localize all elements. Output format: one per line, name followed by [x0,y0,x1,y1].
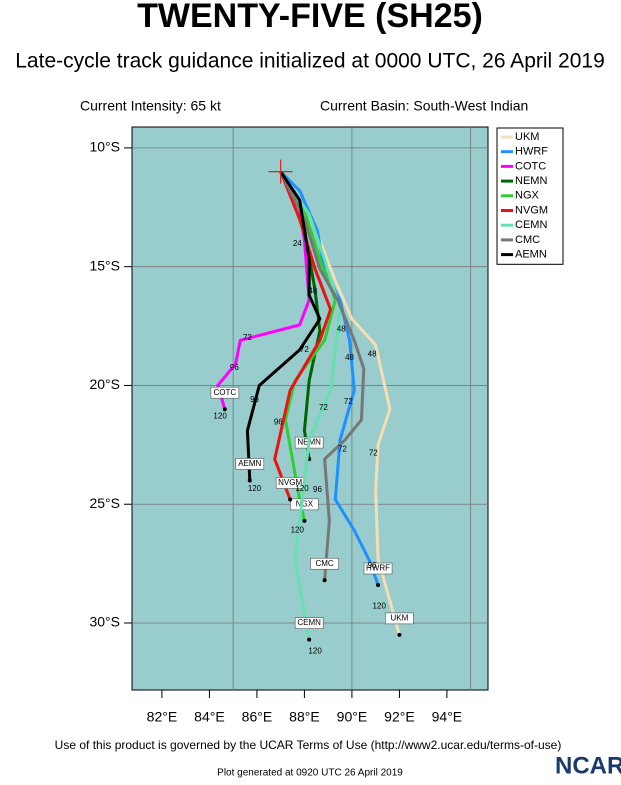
y-tick-label: 25°S [89,495,120,511]
generated: Plot generated at 0920 UTC 26 April 2019 [217,768,403,779]
track-label-box [235,458,265,470]
legend-label: NGX [515,190,540,202]
track-label: CMC [315,559,333,568]
track-end [397,632,402,637]
track-line [279,170,366,581]
track-label: UKM [391,613,409,622]
legend-label: AEMN [515,249,547,261]
hour-label: 120 [295,484,309,493]
y-tick-label: 10°S [89,139,120,155]
legend-label: CEMN [515,219,547,231]
track-line [279,170,380,586]
hour-label: 48 [308,287,317,296]
track-end [288,497,293,502]
hour-label: 120 [248,484,262,493]
x-tick-label: 86°E [242,709,273,725]
logo: NCAR [555,752,621,779]
track-label-box [290,498,319,511]
legend-label: CMC [515,234,540,246]
hour-label: 120 [213,411,227,420]
hour-label: 72 [243,333,252,342]
basin: Current Basin: South-West Indian [320,98,528,114]
track-label: CEMN [297,618,321,627]
x-tick-label: 88°E [289,709,320,725]
legend-label: NVGM [515,204,548,216]
track-label: AEMN [238,459,261,468]
x-tick-label: 82°E [147,709,178,725]
hour-label: 72 [369,448,378,457]
y-tick-label: 20°S [89,376,120,392]
hour-label: 24 [293,239,302,248]
chart-subtitle: Late-cycle track guidance initialized at… [15,50,605,73]
track-line [245,170,322,481]
track-label: HWRF [366,564,390,573]
hour-label: 72 [344,397,353,406]
hour-label: 72 [319,403,328,412]
hour-label: 120 [308,647,322,656]
initial-position [268,159,293,184]
legend-label: HWRF [515,146,548,158]
chart-title: TWENTY-FIVE (SH25) [137,0,483,35]
track-end [247,478,252,483]
x-tick-label: 90°E [337,709,368,725]
track-end [322,578,327,583]
hour-label: 96 [313,485,322,494]
legend-label: NEMN [515,175,547,187]
hour-label: 96 [368,561,377,570]
track-label-box [210,386,240,399]
track-end [307,637,312,642]
hour-label: 48 [337,325,346,334]
hour-label: 72 [338,445,347,454]
track-label-box [310,557,339,570]
x-tick-label: 94°E [432,709,463,725]
track-label-box [294,617,324,629]
hour-label: 48 [368,350,377,359]
track-end [222,407,227,412]
track-label-box [385,612,414,625]
hour-label: 120 [373,601,387,610]
track-label: NGX [296,499,314,508]
x-tick-label: 92°E [384,709,415,725]
intensity: Current Intensity: 65 kt [80,98,221,114]
track-end [302,518,307,523]
y-tick-label: 30°S [89,614,120,630]
hour-label: 96 [230,363,239,372]
y-tick-label: 15°S [89,257,120,273]
track-label: NVGM [278,478,302,487]
legend-label: COTC [515,160,546,172]
track-label: COTC [214,388,237,397]
footer: Use of this product is governed by the U… [55,738,562,752]
hour-label: 120 [291,525,305,534]
track-line [279,170,342,640]
track-line [279,170,337,522]
hour-label: 72 [300,345,309,354]
track-end [376,583,381,588]
hour-label: 96 [274,417,283,426]
x-tick-label: 84°E [194,709,225,725]
track-line [273,171,333,501]
hour-label: 48 [345,353,354,362]
legend-label: UKM [515,131,539,143]
track-label-box [363,562,393,575]
hour-label: 96 [250,395,259,404]
